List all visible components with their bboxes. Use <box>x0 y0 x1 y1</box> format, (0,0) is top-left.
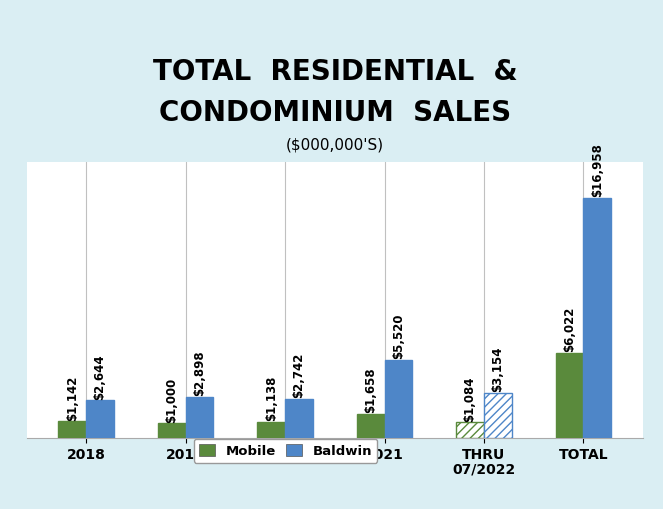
Bar <box>556 353 583 438</box>
Text: $2,898: $2,898 <box>193 350 206 395</box>
Legend: Mobile, Baldwin: Mobile, Baldwin <box>194 439 377 463</box>
Text: $1,658: $1,658 <box>364 367 377 413</box>
Text: ($000,000'S): ($000,000'S) <box>286 137 384 152</box>
Text: $1,084: $1,084 <box>463 375 477 421</box>
Bar <box>158 423 186 438</box>
Bar <box>186 397 213 438</box>
Bar <box>86 401 114 438</box>
Text: $5,520: $5,520 <box>392 313 405 358</box>
Text: $2,644: $2,644 <box>93 353 107 399</box>
Text: $1,000: $1,000 <box>165 377 178 422</box>
Text: $1,138: $1,138 <box>265 375 278 420</box>
Bar <box>385 360 412 438</box>
Bar <box>285 399 313 438</box>
Text: 07/2022: 07/2022 <box>452 461 516 475</box>
Text: TOTAL  RESIDENTIAL  &: TOTAL RESIDENTIAL & <box>152 58 517 86</box>
Text: $1,142: $1,142 <box>66 375 79 420</box>
Text: CONDOMINIUM  SALES: CONDOMINIUM SALES <box>158 99 511 127</box>
Bar <box>58 421 86 438</box>
Bar <box>357 414 385 438</box>
Bar <box>257 421 285 438</box>
Text: $2,742: $2,742 <box>292 352 306 398</box>
Bar <box>484 393 512 438</box>
Text: $3,154: $3,154 <box>491 346 505 391</box>
Bar <box>456 422 484 438</box>
Bar <box>583 199 611 438</box>
Text: $6,022: $6,022 <box>563 306 576 351</box>
Text: $16,958: $16,958 <box>591 143 604 197</box>
